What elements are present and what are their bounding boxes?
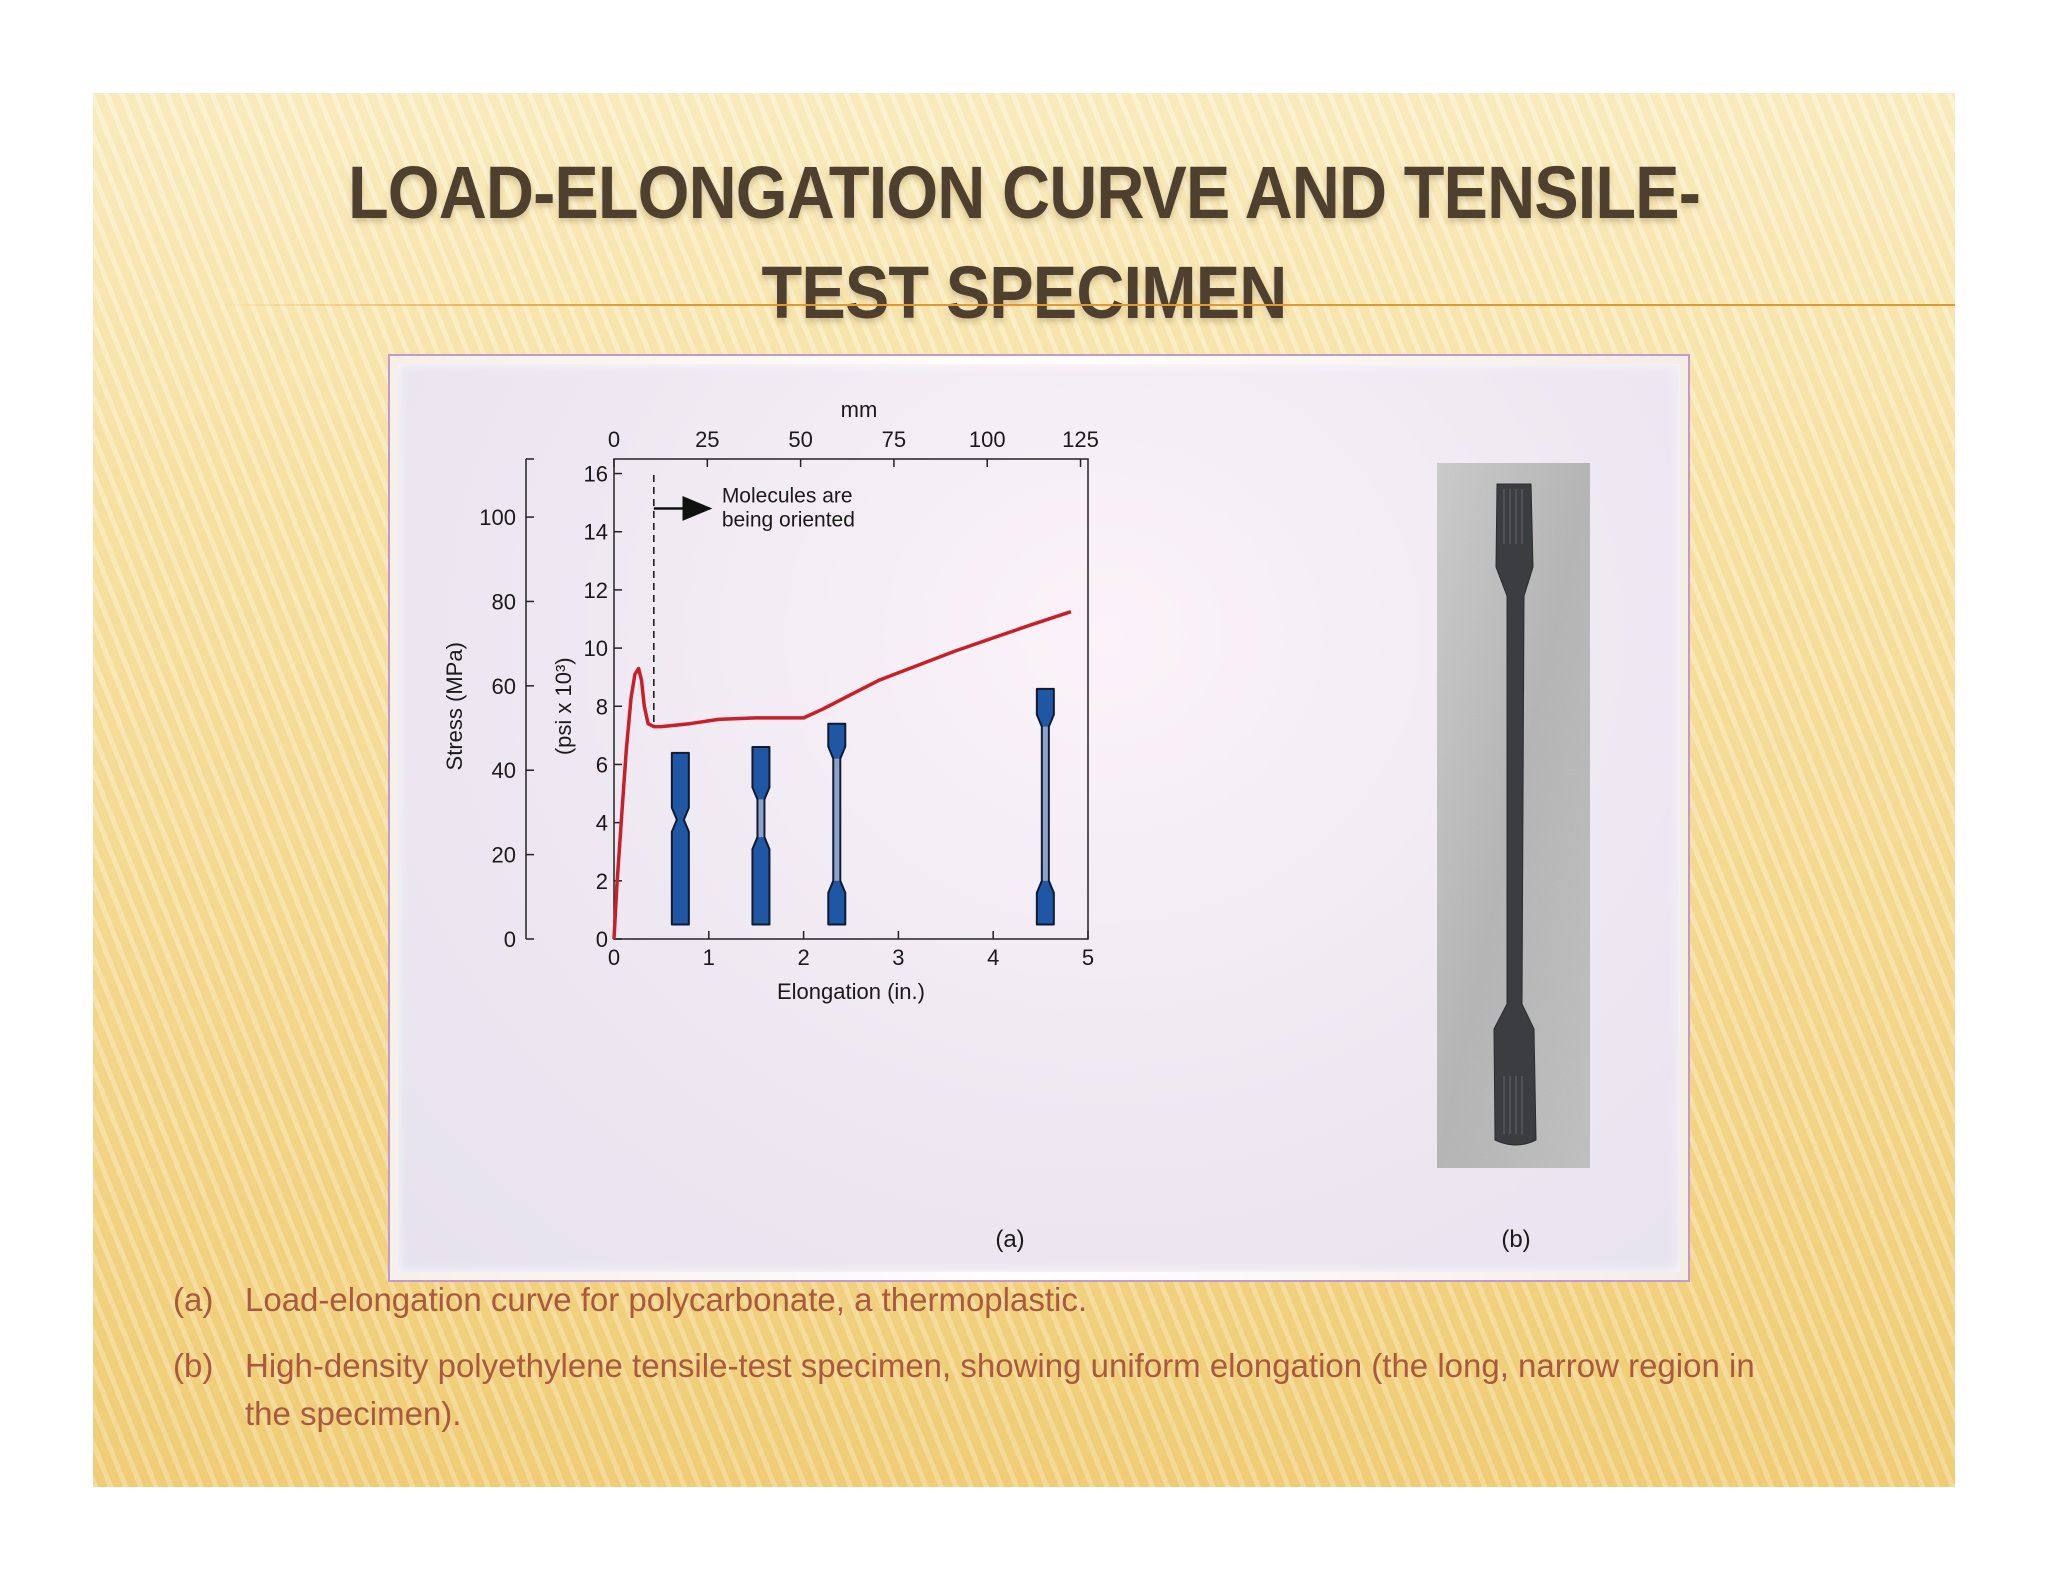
caption-text: Load-elongation curve for polycarbonate,… (245, 1281, 1087, 1318)
mpa-tick-label: 100 (479, 505, 516, 530)
x-top-tick-label: 25 (695, 427, 719, 452)
specimen-neck (1042, 726, 1048, 881)
specimen-photo (1437, 463, 1590, 1168)
y-tick-label: 8 (596, 694, 608, 719)
x-tick-label: 5 (1082, 945, 1094, 970)
series-line-polycarbonate (612, 610, 1072, 940)
y-tick-label: 4 (596, 811, 608, 836)
slide: Load-Elongation Curve and Tensile-Test S… (93, 93, 1955, 1487)
x-tick-label: 4 (987, 945, 999, 970)
y-tick-label: 14 (584, 520, 608, 545)
photo-grip-ridges (1503, 489, 1523, 1134)
caption-text: High-density polyethylene tensile-test s… (245, 1347, 1755, 1432)
y-tick-label: 0 (596, 927, 608, 952)
specimen-body (670, 751, 690, 926)
caption-a: (a) Load-elongation curve for polycarbon… (173, 1276, 1773, 1324)
mpa-tick-label: 20 (492, 843, 516, 868)
x-tick-label: 2 (797, 945, 809, 970)
specimen-neck (758, 799, 764, 838)
x-tick-label: 3 (892, 945, 904, 970)
stress-mpa-axis: 0 20 40 60 80 100 Stress (MPa) (442, 458, 534, 952)
panel-label-b: (b) (1501, 1226, 1530, 1253)
y-tick-label: 6 (596, 752, 608, 777)
slide-title: Load-Elongation Curve and Tensile-Test S… (348, 151, 1701, 334)
specimen (670, 751, 690, 926)
specimen (751, 746, 771, 926)
specimen-illustrations (670, 687, 1055, 926)
x-axis-label: Elongation (in.) (777, 979, 925, 1004)
x-tick-label: 0 (608, 945, 620, 970)
mpa-tick-label: 0 (504, 927, 516, 952)
annotation-text: Molecules are (722, 484, 853, 507)
x-top-tick-label: 0 (608, 427, 620, 452)
y-tick-label: 2 (596, 869, 608, 894)
annotation-text: being oriented (722, 508, 855, 531)
caption-marker: (b) (173, 1347, 214, 1384)
y-tick-label: 10 (584, 636, 608, 661)
figure-frame: 0 20 40 60 80 100 Stress (MPa) 0 1 2 3 4 5 0 25 50 75 10… (388, 354, 1690, 1282)
mpa-tick-label: 80 (492, 589, 516, 614)
y-axis-label-psi: (psi x 10³) (551, 657, 576, 755)
mpa-tick-label: 40 (492, 758, 516, 783)
panel-label-a: (a) (995, 1226, 1024, 1253)
caption-b: (b) High-density polyethylene tensile-te… (173, 1342, 1773, 1438)
x-top-tick-label: 50 (788, 427, 812, 452)
photo-specimen-body (1493, 483, 1537, 1146)
x-tick-label: 1 (703, 945, 715, 970)
x-top-axis-label: mm (841, 397, 878, 422)
x-top-tick-label: 75 (882, 427, 906, 452)
specimen-neck (834, 758, 840, 881)
caption-marker: (a) (173, 1281, 214, 1318)
plot-frame (613, 458, 1089, 940)
figure-inner: 0 20 40 60 80 100 Stress (MPa) 0 1 2 3 4 5 0 25 50 75 10… (398, 364, 1680, 1272)
mpa-tick-label: 60 (492, 674, 516, 699)
specimen (1035, 687, 1055, 926)
x-top-tick-label: 125 (1062, 427, 1099, 452)
y-axis-label-mpa: Stress (MPa) (442, 642, 467, 770)
y-tick-label: 12 (584, 578, 608, 603)
title-rule (208, 304, 1955, 306)
x-top-tick-label: 100 (969, 427, 1006, 452)
captions: (a) Load-elongation curve for polycarbon… (173, 1276, 1773, 1456)
specimen (827, 722, 847, 926)
y-tick-label: 16 (584, 462, 608, 487)
